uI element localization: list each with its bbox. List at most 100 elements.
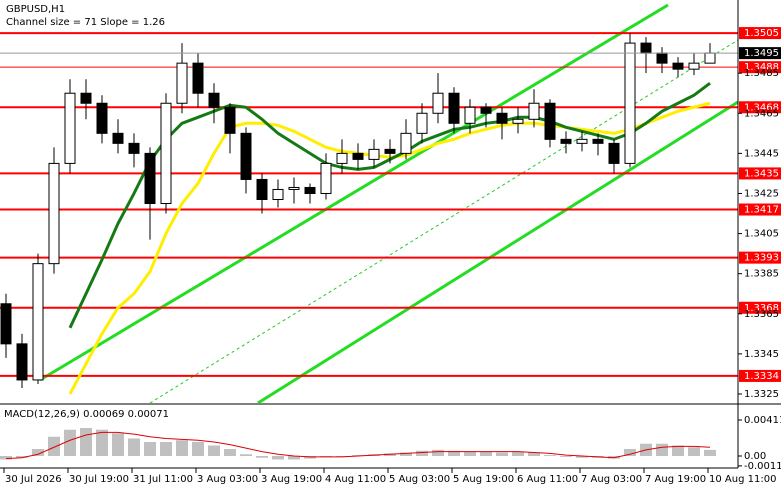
macd-title: MACD(12,26,9) 0.00069 0.00071 (4, 409, 169, 420)
level-label: 1.3334 (744, 371, 779, 382)
macd-signal (5, 431, 711, 460)
y-tick-label: 1.3365 (744, 309, 779, 320)
y-tick-label: 1.3325 (744, 389, 779, 400)
candle-body (656, 52, 668, 64)
y-tick-label: 1.3385 (744, 269, 779, 280)
y-tick-label: 1.3445 (744, 148, 779, 159)
candle-body (320, 162, 332, 194)
plot-area (0, 32, 738, 395)
level-label-bg (739, 251, 781, 264)
candle-body (336, 152, 348, 164)
candle-body (480, 106, 492, 114)
level-label: 1.3488 (744, 62, 779, 73)
macd-bar (704, 449, 716, 457)
candle-body (384, 148, 396, 154)
macd-bar (160, 441, 172, 457)
macd-bar (416, 450, 428, 457)
candle-body (400, 132, 412, 154)
chart-title: GBPUSD,H1 (6, 4, 65, 15)
level-label: 1.3393 (744, 253, 779, 264)
last-price-bg (739, 47, 781, 60)
channel-middle (149, 39, 738, 403)
candle-body (272, 188, 284, 200)
level-label-bg (739, 203, 781, 216)
x-tick-label: 3 Aug 03:00 (197, 474, 258, 485)
macd-bar (432, 449, 444, 457)
macd-bar (192, 441, 204, 457)
macd-bar (272, 456, 284, 460)
macd-bar (64, 429, 76, 457)
candle-body (368, 148, 380, 160)
candle-body (192, 62, 204, 94)
macd-bar (512, 451, 524, 457)
candle-body (48, 162, 60, 265)
candle-body (240, 132, 252, 180)
candle-body (624, 42, 636, 164)
candle-body (640, 42, 652, 54)
candle-body (256, 178, 268, 200)
macd-bar (336, 456, 348, 457)
macd-bar (112, 433, 124, 457)
macd-bar (240, 454, 252, 457)
macd-bar (32, 448, 44, 457)
macd-bar (560, 456, 572, 457)
y-tick-label: 1.3485 (744, 68, 779, 79)
level-label-bg (739, 61, 781, 74)
macd-bar (400, 452, 412, 457)
y-tick-label: 0.004111 (744, 415, 781, 426)
x-tick-label: 5 Aug 03:00 (389, 474, 450, 485)
candle-body (288, 186, 300, 190)
candle-body (96, 102, 108, 134)
level-label-bg (739, 101, 781, 114)
candle-body (416, 112, 428, 134)
macd-bar (128, 438, 140, 457)
candle-body (304, 186, 316, 194)
candle-body (16, 343, 28, 381)
x-tick-label: 10 Aug 11:00 (709, 474, 776, 485)
level-label: 1.3368 (744, 303, 779, 314)
overlay: 1.3505 1.3488 1.3468 1.3435 1.3417 1.3393 1.33… (739, 27, 781, 382)
candle-body (704, 52, 716, 64)
y-tick-label: 1.3465 (744, 108, 779, 119)
level-label: 1.3435 (744, 168, 779, 179)
macd-bar (624, 448, 636, 457)
y-tick-label: -0.00113 (744, 461, 781, 472)
x-tick-label: 31 Jul 11:00 (133, 474, 193, 485)
macd-bar (288, 456, 300, 460)
x-tick-label: 4 Aug 11:00 (325, 474, 386, 485)
macd-bar (480, 451, 492, 457)
macd-bar (16, 456, 28, 458)
macd-bar (672, 445, 684, 457)
macd-bar (656, 443, 668, 457)
candle-body (128, 142, 140, 154)
last-price-label: 1.3495 (744, 48, 779, 59)
macd-bar (80, 427, 92, 457)
candle-body (528, 102, 540, 120)
x-tick-label: 30 Jul 2026 (5, 474, 62, 485)
candle-body (560, 138, 572, 144)
macd-bar (576, 456, 588, 458)
candle-body (592, 138, 604, 144)
candle-body (608, 142, 620, 164)
macd-bar (96, 429, 108, 457)
x-tick-label: 30 Jul 19:00 (69, 474, 129, 485)
macd-bar (224, 448, 236, 457)
candle-body (512, 118, 524, 124)
macd-bar (0, 456, 12, 460)
candle-body (688, 62, 700, 70)
macd-bar (448, 450, 460, 457)
chart-subtitle: Channel size = 71 Slope = 1.26 (6, 17, 165, 28)
macd-bar (208, 445, 220, 457)
level-label: 1.3505 (744, 28, 779, 39)
level-label-bg (739, 301, 781, 314)
level-label: 1.3417 (744, 205, 779, 216)
macd-bar (256, 456, 268, 458)
x-tick-label: 6 Aug 11:00 (517, 474, 578, 485)
macd-bar (144, 441, 156, 457)
candle-body (352, 152, 364, 160)
candle-body (576, 138, 588, 144)
level-label-bg (739, 369, 781, 382)
candle-body (464, 106, 476, 124)
